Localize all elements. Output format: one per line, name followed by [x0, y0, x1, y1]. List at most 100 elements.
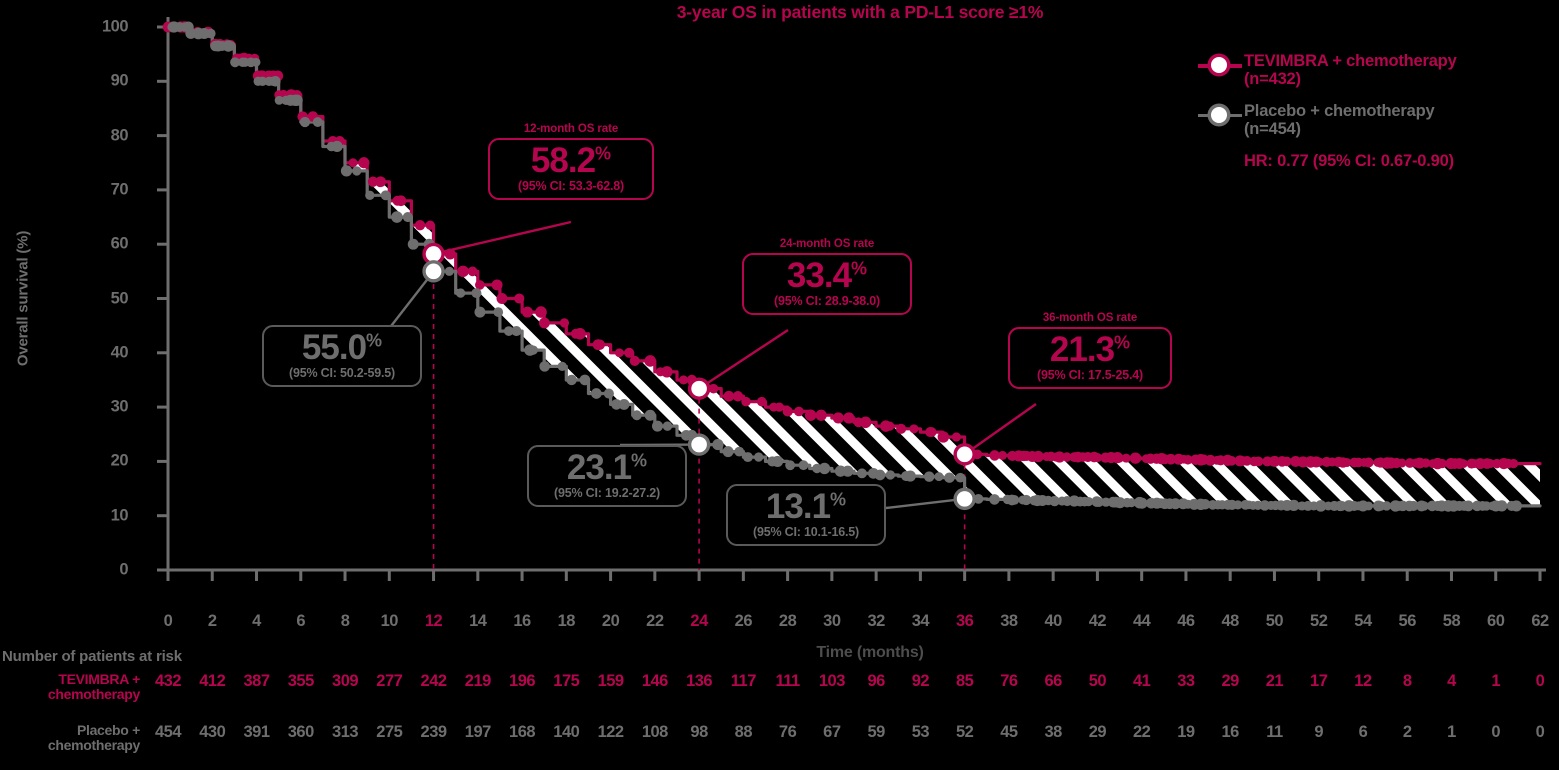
risk-value: 19 [1177, 723, 1195, 741]
y-tick-label: 90 [110, 71, 129, 90]
legend-label-placebo: Placebo + chemotherapy (n=454) [1244, 101, 1435, 139]
risk-values-placebo: 454 430 391 360 313 275 239 197 168 140 122 108 98 88… [148, 723, 1548, 749]
callout-caption: 36-month OS rate [1042, 312, 1138, 324]
x-tick-label: 4 [252, 612, 261, 630]
risk-row-label-tevimbra: TEVIMBRA + chemotherapy [47, 671, 140, 703]
milestone-points [422, 242, 976, 511]
x-tick-label: 8 [340, 612, 350, 630]
risk-value: 2 [1402, 723, 1412, 741]
risk-value: 103 [818, 672, 846, 690]
risk-value: 29 [1221, 672, 1240, 690]
x-tick-label: 42 [1088, 612, 1107, 630]
risk-value: 1 [1447, 723, 1456, 741]
x-tick-label: 60 [1487, 612, 1505, 630]
callout-caption: 24-month OS rate [779, 238, 875, 250]
risk-value: 52 [955, 723, 974, 741]
callout-os24-placebo: 23.1% (95% CI: 19.2-27.2) [527, 445, 687, 507]
callout-value: 55.0% [301, 328, 383, 367]
x-tick-label: 52 [1310, 612, 1328, 630]
risk-value: 197 [464, 723, 492, 741]
risk-values-tevimbra: 432 412 387 355 309 277 242 219 196 175 159 146 136 1… [148, 672, 1548, 698]
risk-value: 59 [867, 723, 885, 741]
risk-value: 38 [1044, 723, 1062, 741]
risk-value: 12 [1354, 672, 1372, 690]
x-tick-label: 16 [513, 612, 531, 630]
risk-value: 309 [332, 672, 359, 690]
callout-box: 55.0% (95% CI: 50.2-59.5) [262, 325, 422, 387]
risk-value: 0 [1535, 672, 1545, 690]
y-tick-label: 100 [101, 17, 129, 36]
x-tick-label: 6 [296, 612, 306, 630]
risk-value: 4 [1447, 672, 1456, 690]
x-tick-label: 2 [207, 612, 217, 630]
risk-value: 0 [1535, 723, 1545, 741]
chart-title: 3-year OS in patients with a PD-L1 score… [676, 2, 1044, 22]
risk-row-label-placebo: Placebo + chemotherapy [47, 722, 140, 754]
risk-value: 88 [734, 723, 753, 741]
risk-value: 219 [464, 672, 492, 690]
callout-ci: (95% CI: 19.2-27.2) [554, 486, 660, 500]
risk-value: 41 [1132, 672, 1151, 690]
y-tick-label: 30 [110, 397, 129, 416]
hazard-ratio-text: HR: 0.77 (95% CI: 0.67-0.90) [1244, 151, 1454, 170]
risk-value: 66 [1044, 672, 1062, 690]
callout-ci: (95% CI: 50.2-59.5) [289, 366, 395, 380]
x-tick-label: 10 [380, 612, 399, 630]
callout-box: 33.4% (95% CI: 28.9-38.0) [742, 253, 912, 315]
callout-box: 21.3% (95% CI: 17.5-25.4) [1008, 327, 1172, 389]
risk-row-placebo: Placebo + chemotherapy 454 430 391 360 313 275… [0, 722, 1559, 763]
x-tick-label: 0 [163, 612, 173, 630]
risk-value: 111 [775, 672, 801, 690]
risk-value: 6 [1358, 723, 1368, 741]
risk-value: 175 [553, 672, 580, 690]
risk-value: 140 [553, 723, 580, 741]
y-tick-label: 80 [110, 126, 129, 145]
risk-value: 391 [243, 723, 271, 741]
callout-value: 21.3% [1049, 330, 1131, 369]
legend-item-placebo: Placebo + chemotherapy (n=454) [1196, 102, 1556, 139]
callout-box: 23.1% (95% CI: 19.2-27.2) [527, 445, 687, 507]
x-tick-label: 44 [1132, 612, 1151, 630]
x-tick-label: 32 [867, 612, 885, 630]
callout-leader-lines [387, 220, 1037, 510]
risk-value: 76 [1000, 672, 1018, 690]
risk-value: 0 [1491, 723, 1501, 741]
risk-value: 412 [199, 672, 226, 690]
risk-value: 8 [1402, 672, 1412, 690]
x-tick-label: 56 [1398, 612, 1417, 630]
milestone-vertical-lines [432, 253, 966, 570]
risk-table-title: Number of patients at risk [2, 648, 182, 665]
y-tick-label: 40 [110, 343, 129, 362]
risk-value: 277 [376, 672, 403, 690]
risk-value: 16 [1221, 723, 1240, 741]
callout-os12-placebo: 55.0% (95% CI: 50.2-59.5) [262, 325, 422, 387]
risk-value: 76 [778, 723, 797, 741]
x-tick-label: 48 [1221, 612, 1240, 630]
x-tick-label: 28 [778, 612, 797, 630]
risk-value: 17 [1310, 672, 1328, 690]
risk-value: 21 [1265, 672, 1284, 690]
x-tick-label: 26 [734, 612, 753, 630]
risk-value: 242 [420, 672, 448, 690]
callout-os12-tevimbra: 12-month OS rate 58.2% (95% CI: 53.3-62.… [488, 123, 654, 200]
risk-value: 360 [287, 723, 315, 741]
risk-value: 9 [1314, 723, 1324, 741]
x-tick-label: 22 [646, 612, 664, 630]
callout-box: 58.2% (95% CI: 53.3-62.8) [488, 138, 654, 200]
x-tick-label: 36 [955, 612, 974, 630]
risk-value: 239 [420, 723, 448, 741]
risk-value: 275 [376, 723, 403, 741]
risk-value: 53 [911, 723, 930, 741]
y-tick-label: 0 [119, 560, 128, 579]
risk-value: 432 [154, 672, 182, 690]
risk-value: 67 [823, 723, 841, 741]
y-tick-label: 70 [110, 180, 129, 199]
y-tick-label: 60 [110, 234, 129, 253]
x-tick-label: 54 [1354, 612, 1372, 630]
x-tick-label: 58 [1442, 612, 1461, 630]
x-tick-label: 38 [1000, 612, 1018, 630]
y-tick-label: 10 [110, 506, 129, 525]
x-tick-label: 30 [823, 612, 841, 630]
risk-value: 136 [686, 672, 713, 690]
